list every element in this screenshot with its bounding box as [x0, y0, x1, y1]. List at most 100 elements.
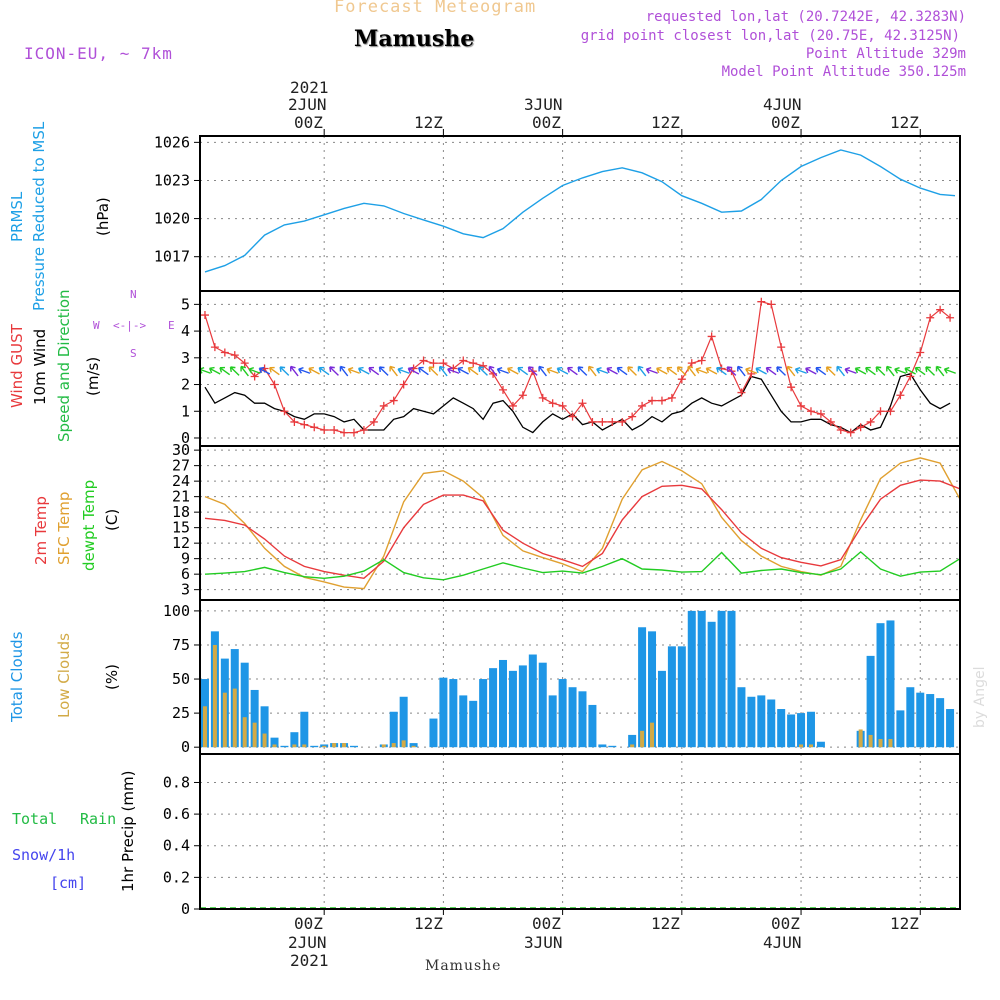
precip-rain-label: Rain [80, 810, 117, 828]
total-cloud-bar [697, 610, 706, 748]
low-cloud-bar [332, 743, 337, 748]
wind-direction-arrow [240, 365, 249, 377]
wind-direction-arrow [308, 366, 320, 375]
total-cloud-bar [926, 694, 935, 748]
gust-marker [628, 412, 637, 421]
wind-direction-arrow [676, 366, 687, 376]
gust-marker [320, 425, 329, 434]
total-cloud-bar [449, 679, 458, 748]
wind-arrow-shape [825, 366, 836, 376]
wind-arrow-shape [886, 365, 895, 377]
low-cloud-bar [381, 744, 386, 748]
total-cloud-bar [489, 668, 498, 748]
wind-direction-arrow [844, 366, 857, 374]
top-hour-12z-1: 12Z [414, 113, 443, 132]
gust-marker [548, 399, 557, 408]
top-hour-00z-1: 00Z [294, 113, 323, 132]
total-cloud-bar [508, 670, 517, 748]
wind-arrow-shape [854, 366, 867, 375]
total-cloud-bar [280, 745, 289, 748]
total-cloud-bar [290, 732, 299, 748]
wind-direction-arrow [428, 366, 439, 376]
low-cloud-bar [212, 644, 217, 748]
total-cloud-bar [906, 687, 915, 748]
wind-arrow-shape [298, 366, 311, 374]
low-cloud-bar [878, 739, 883, 748]
wind-direction-arrow [925, 366, 935, 376]
gust-marker [250, 372, 259, 381]
total-cloud-bar [717, 610, 726, 748]
wind-direction-arrow [258, 366, 271, 375]
bottom-hour-00z-2: 00Z [532, 914, 561, 933]
footer-station: Mamushe [425, 958, 502, 974]
total-cloud-bar [310, 745, 319, 748]
wind-direction-arrow [637, 365, 647, 377]
total-cloud-bar [737, 687, 746, 748]
total-cloud-bar [648, 631, 657, 748]
total-cloud-bar [806, 711, 815, 748]
low-cloud-bar [242, 717, 247, 748]
low-cloud-bar [322, 745, 327, 748]
wind-direction-arrow [567, 366, 578, 376]
top-day-2jun: 2JUN [288, 95, 327, 114]
wind-arrow-shape [289, 365, 299, 377]
gust-marker [330, 425, 339, 434]
wind-arrow-shape [407, 366, 420, 375]
top-year: 2021 [290, 78, 329, 97]
wind-direction-arrow [378, 366, 389, 376]
gust-marker [429, 359, 438, 368]
wind-arrow-shape [627, 366, 637, 376]
wind-arrow-shape [447, 366, 460, 374]
precip-total-label: Total [12, 810, 58, 828]
gust-marker [349, 428, 358, 437]
y-tick-label: 15 [172, 519, 190, 537]
y-tick-label: 21 [172, 488, 190, 506]
gust-marker [499, 385, 508, 394]
gust-marker [687, 359, 696, 368]
total-cloud-bar [538, 662, 547, 748]
low-cloud-bar [232, 688, 237, 748]
wind-arrow-shape [339, 365, 349, 377]
y-tick-label: 18 [172, 503, 190, 521]
wind-arrow-shape [240, 365, 249, 377]
y-tick-label: 0 [181, 738, 190, 756]
gust-marker [389, 396, 398, 405]
total-cloud-bar [916, 692, 925, 748]
total-cloud-bar [657, 670, 666, 748]
wind-arrow-shape [844, 366, 857, 374]
total-cloud-bar [240, 662, 249, 748]
wind-arrow-shape [507, 366, 519, 375]
dewpt-line [204, 550, 961, 581]
wind-direction-arrow [786, 365, 796, 377]
total-cloud-bar [896, 710, 905, 748]
wind-direction-arrow [268, 366, 280, 376]
gust-marker [777, 343, 786, 352]
total-cloud-bar [797, 713, 806, 748]
gust-marker [290, 417, 299, 426]
wind-arrow-shape [397, 366, 410, 374]
wind-direction-arrow [339, 365, 349, 377]
wind-direction-arrow [329, 366, 339, 376]
top-hour-00z-3: 00Z [771, 113, 800, 132]
bottom-hour-00z-3: 00Z [771, 914, 800, 933]
low-cloud-bar [650, 722, 655, 748]
gust-marker [648, 396, 657, 405]
wind-direction-arrow [745, 366, 758, 374]
wind-arrow-shape [229, 366, 240, 376]
wind-direction-arrow [737, 365, 746, 377]
y-tick-label: 25 [172, 704, 190, 722]
wind-direction-arrow [836, 365, 846, 377]
total-cloud-bar [936, 698, 945, 748]
wind-arrow-shape [716, 366, 727, 376]
gust-marker [538, 393, 547, 402]
low-cloud-bar [262, 733, 267, 748]
temp2m-line [204, 479, 961, 580]
wind-arrow-shape [329, 366, 339, 376]
low-cloud-bar [858, 729, 863, 748]
wind-arrow-shape [318, 366, 330, 376]
total-cloud-bar [757, 695, 766, 748]
top-hour-00z-2: 00Z [532, 113, 561, 132]
panel-frame [199, 135, 961, 292]
bottom-hour-12z-3: 12Z [890, 914, 919, 933]
